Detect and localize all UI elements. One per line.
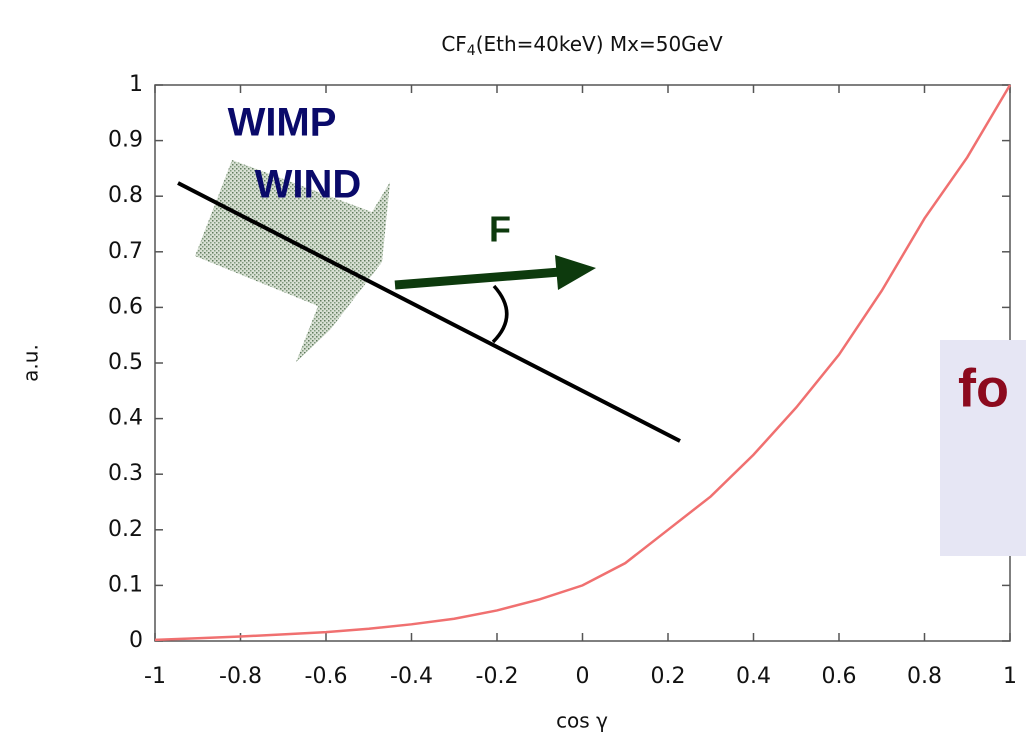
x-tick-label: -0.8 <box>219 664 262 689</box>
annotation: WIMP <box>228 101 337 145</box>
data-line <box>154 84 1012 642</box>
annotation: WIND <box>255 163 362 207</box>
annotation: F <box>489 209 511 250</box>
force-arrow-head <box>555 255 596 290</box>
x-tick-label: 0 <box>576 664 590 689</box>
y-tick-label: 0.5 <box>108 350 143 375</box>
angle-arc <box>491 284 509 344</box>
force-arrow-shaft <box>394 267 561 290</box>
x-tick-label: -0.2 <box>476 664 519 689</box>
y-tick-label: 0.8 <box>108 183 143 208</box>
y-axis-label: a.u. <box>19 344 43 382</box>
x-tick-label: 1 <box>1003 664 1017 689</box>
y-tick-label: 0.2 <box>108 517 143 542</box>
y-tick-label: 0.4 <box>108 406 143 431</box>
plane-line <box>177 181 681 443</box>
x-axis-label: cos γ <box>556 709 608 733</box>
x-tick-label: -1 <box>144 664 166 689</box>
y-tick-label: 0.7 <box>108 239 143 264</box>
y-tick-label: 1 <box>129 72 143 97</box>
x-tick-label: -0.4 <box>390 664 433 689</box>
plot-area: 0 0.1 0.2 0.3 0.4 0.5 0.6 0.7 0.8 0.9 1 -1 -0.8 -0.6 -… <box>108 72 1017 689</box>
chart-title: CF4(Eth=40keV) Mx=50GeV <box>441 32 723 60</box>
x-tick-label: 0.8 <box>907 664 942 689</box>
x-tick-label: 0.2 <box>651 664 686 689</box>
x-tick-label: -0.6 <box>305 664 348 689</box>
y-tick-label: 0.6 <box>108 294 143 319</box>
y-tick-label: 0.3 <box>108 461 143 486</box>
x-tick-label: 0.6 <box>822 664 857 689</box>
wind-arrow <box>195 160 390 362</box>
y-tick-label: 0.9 <box>108 128 143 153</box>
annotation: fo <box>958 358 1009 418</box>
callout-box <box>940 340 1026 556</box>
y-tick-label: 0.1 <box>108 572 143 597</box>
y-tick-label: 0 <box>129 628 143 653</box>
x-tick-label: 0.4 <box>736 664 771 689</box>
